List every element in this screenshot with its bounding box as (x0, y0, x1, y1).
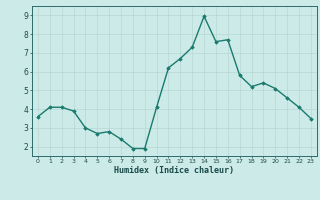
X-axis label: Humidex (Indice chaleur): Humidex (Indice chaleur) (115, 166, 234, 175)
